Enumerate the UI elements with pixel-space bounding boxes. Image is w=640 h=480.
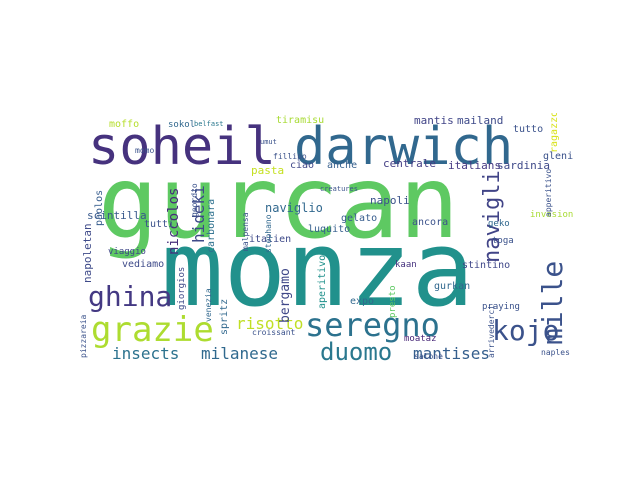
word-napoli: napoli <box>370 194 410 207</box>
word-gleni: gleni <box>543 151 574 162</box>
word-apperitivo: apperitivo <box>544 168 553 217</box>
word-scintilla: scintilla <box>87 209 147 222</box>
word-invasion: invasion <box>530 210 574 220</box>
word-malpensa: malpensa <box>241 212 250 251</box>
word-belfast: belfast <box>194 120 224 128</box>
word-carbonara: carbonara <box>206 198 217 253</box>
word-mantises: mantises <box>413 344 491 363</box>
word-grazie: grazie <box>91 310 214 350</box>
word-vediamo: vediamo <box>122 259 165 270</box>
word-sokol: sokol <box>168 120 196 130</box>
word-tiramisu: tiramisu <box>276 115 325 126</box>
word-ragazzo: ragazzo <box>549 113 560 153</box>
word-pizzareia: pizzareia <box>79 314 88 358</box>
word-kojo: kojo <box>492 314 560 347</box>
word-duomo: duomo <box>320 338 393 365</box>
word-croissant: croissant <box>252 328 296 337</box>
word-presto: presto <box>388 285 398 318</box>
word-viaggio: viaggio <box>108 247 146 257</box>
word-darwich: darwich <box>294 117 514 177</box>
word-tutti: tutti <box>144 219 175 230</box>
word-mille: mille <box>536 260 569 345</box>
word-seregno: seregno <box>305 306 440 344</box>
word-gurcan: gurcan <box>98 144 460 261</box>
word-moataz: moataz <box>404 334 437 344</box>
word-milanese: milanese <box>201 344 279 363</box>
word-napoletan: napoletan <box>81 223 94 283</box>
word-aperitivo: aperitivo <box>317 254 328 309</box>
word-naples: naples <box>541 348 570 357</box>
word-italien: italien <box>249 234 292 245</box>
word-tutto: tutto <box>513 124 544 135</box>
word-ciao: ciao <box>290 160 315 171</box>
word-geordio: geordio <box>190 183 199 217</box>
word-pasta: pasta <box>251 164 285 177</box>
word-paolos: paolos <box>94 189 105 226</box>
word-sardinia: sardinia <box>497 159 550 172</box>
word-cloud: gurcan monza soheil darwich seregno graz… <box>79 113 574 365</box>
word-luquito: luquito <box>308 224 351 235</box>
word-geko: geko <box>488 219 510 229</box>
word-salone: salone <box>414 352 443 361</box>
word-fillipo: fillipo <box>273 152 307 161</box>
word-moffo: moffo <box>109 119 140 130</box>
word-momo: momo <box>135 146 155 155</box>
word-praying: praying <box>482 302 520 312</box>
word-creatures: creatures <box>320 185 358 193</box>
word-giorgios: giorgios <box>177 266 187 310</box>
word-monza: monza <box>161 208 475 330</box>
word-italians: italians <box>448 159 501 172</box>
word-arrivederci: arrivederci <box>487 305 496 358</box>
word-ancora: ancora <box>412 217 449 228</box>
word-mailand: mailand <box>457 114 504 127</box>
word-gelato: gelato <box>341 213 378 224</box>
word-stephano: stephano <box>264 214 273 253</box>
word-centrale: centrale <box>383 157 436 170</box>
word-mantis: mantis <box>414 114 454 127</box>
word-kaan: kaan <box>395 260 417 270</box>
word-navigli: navigli <box>480 170 505 263</box>
word-toga: toga <box>492 236 514 246</box>
word-naviglio: naviglio <box>265 201 323 215</box>
word-soheil: soheil <box>88 117 276 177</box>
word-umut: umut <box>260 138 277 146</box>
word-stintino: stintino <box>462 260 511 271</box>
word-venezia: venezia <box>204 288 213 322</box>
word-expo: expo <box>350 296 375 307</box>
word-gurkan: gurkan <box>434 281 471 292</box>
word-bergamo: bergamo <box>278 268 293 323</box>
word-anche: anche <box>327 160 358 171</box>
word-risotto: risotto <box>236 314 304 333</box>
word-spritz: spritz <box>219 298 230 335</box>
word-insects: insects <box>112 344 180 363</box>
word-ghina: ghina <box>88 280 173 313</box>
